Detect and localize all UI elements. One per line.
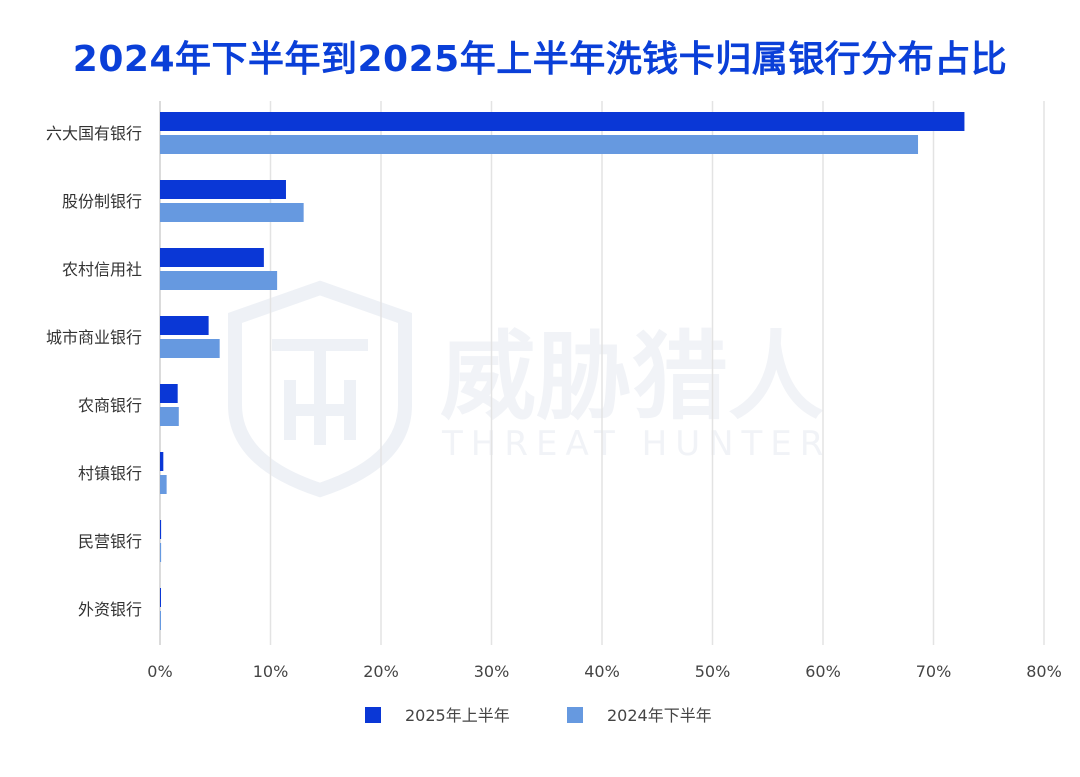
bar-h1-2025 xyxy=(160,180,286,199)
watermark-shield-icon xyxy=(228,280,412,498)
bar-h1-2025 xyxy=(160,520,162,539)
x-tick-label: 50% xyxy=(695,662,731,681)
bar-h1-2025 xyxy=(160,316,209,335)
x-tick-label: 20% xyxy=(363,662,399,681)
legend-swatch xyxy=(365,707,381,723)
bar-h2-2024 xyxy=(160,475,167,494)
category-label: 农商银行 xyxy=(78,396,142,415)
category-label: 农村信用社 xyxy=(62,260,142,279)
x-tick-label: 70% xyxy=(916,662,952,681)
watermark-th-icon xyxy=(272,339,368,445)
bar-h2-2024 xyxy=(160,407,179,426)
bar-h2-2024 xyxy=(160,135,919,154)
x-tick-label: 10% xyxy=(253,662,289,681)
bar-h2-2024 xyxy=(160,543,162,562)
watermark-text: 威胁猎人 xyxy=(440,321,824,433)
bars xyxy=(160,112,965,630)
category-label: 村镇银行 xyxy=(78,464,142,483)
category-label: 城市商业银行 xyxy=(46,328,142,347)
bar-h2-2024 xyxy=(160,611,161,630)
category-label: 六大国有银行 xyxy=(46,124,142,143)
bar-h1-2025 xyxy=(160,112,965,131)
x-axis-ticks: 0% 10% 20% 30% 40% 50% 60% 70% 80% xyxy=(147,662,1061,681)
x-tick-label: 30% xyxy=(474,662,510,681)
category-label: 外资银行 xyxy=(78,600,142,619)
bar-h1-2025 xyxy=(160,452,164,471)
bar-h1-2025 xyxy=(160,248,264,267)
bar-h1-2025 xyxy=(160,588,161,607)
bar-h2-2024 xyxy=(160,339,220,358)
x-tick-label: 0% xyxy=(147,662,172,681)
bar-h2-2024 xyxy=(160,203,304,222)
watermark: 威胁猎人 THREAT HUNTER xyxy=(228,280,831,498)
category-label: 股份制银行 xyxy=(62,192,142,211)
watermark-subtext: THREAT HUNTER xyxy=(441,424,831,464)
category-label: 民营银行 xyxy=(78,532,142,551)
legend-label: 2025年上半年 xyxy=(405,706,510,725)
legend-label: 2024年下半年 xyxy=(607,706,712,725)
legend: 2025年上半年 2024年下半年 xyxy=(365,706,712,725)
x-tick-label: 80% xyxy=(1026,662,1062,681)
bar-h2-2024 xyxy=(160,271,278,290)
bar-h1-2025 xyxy=(160,384,178,403)
x-tick-label: 60% xyxy=(805,662,841,681)
chart-title: 2024年下半年到2025年上半年洗钱卡归属银行分布占比 xyxy=(72,39,1008,80)
legend-swatch xyxy=(567,707,583,723)
x-tick-label: 40% xyxy=(584,662,620,681)
